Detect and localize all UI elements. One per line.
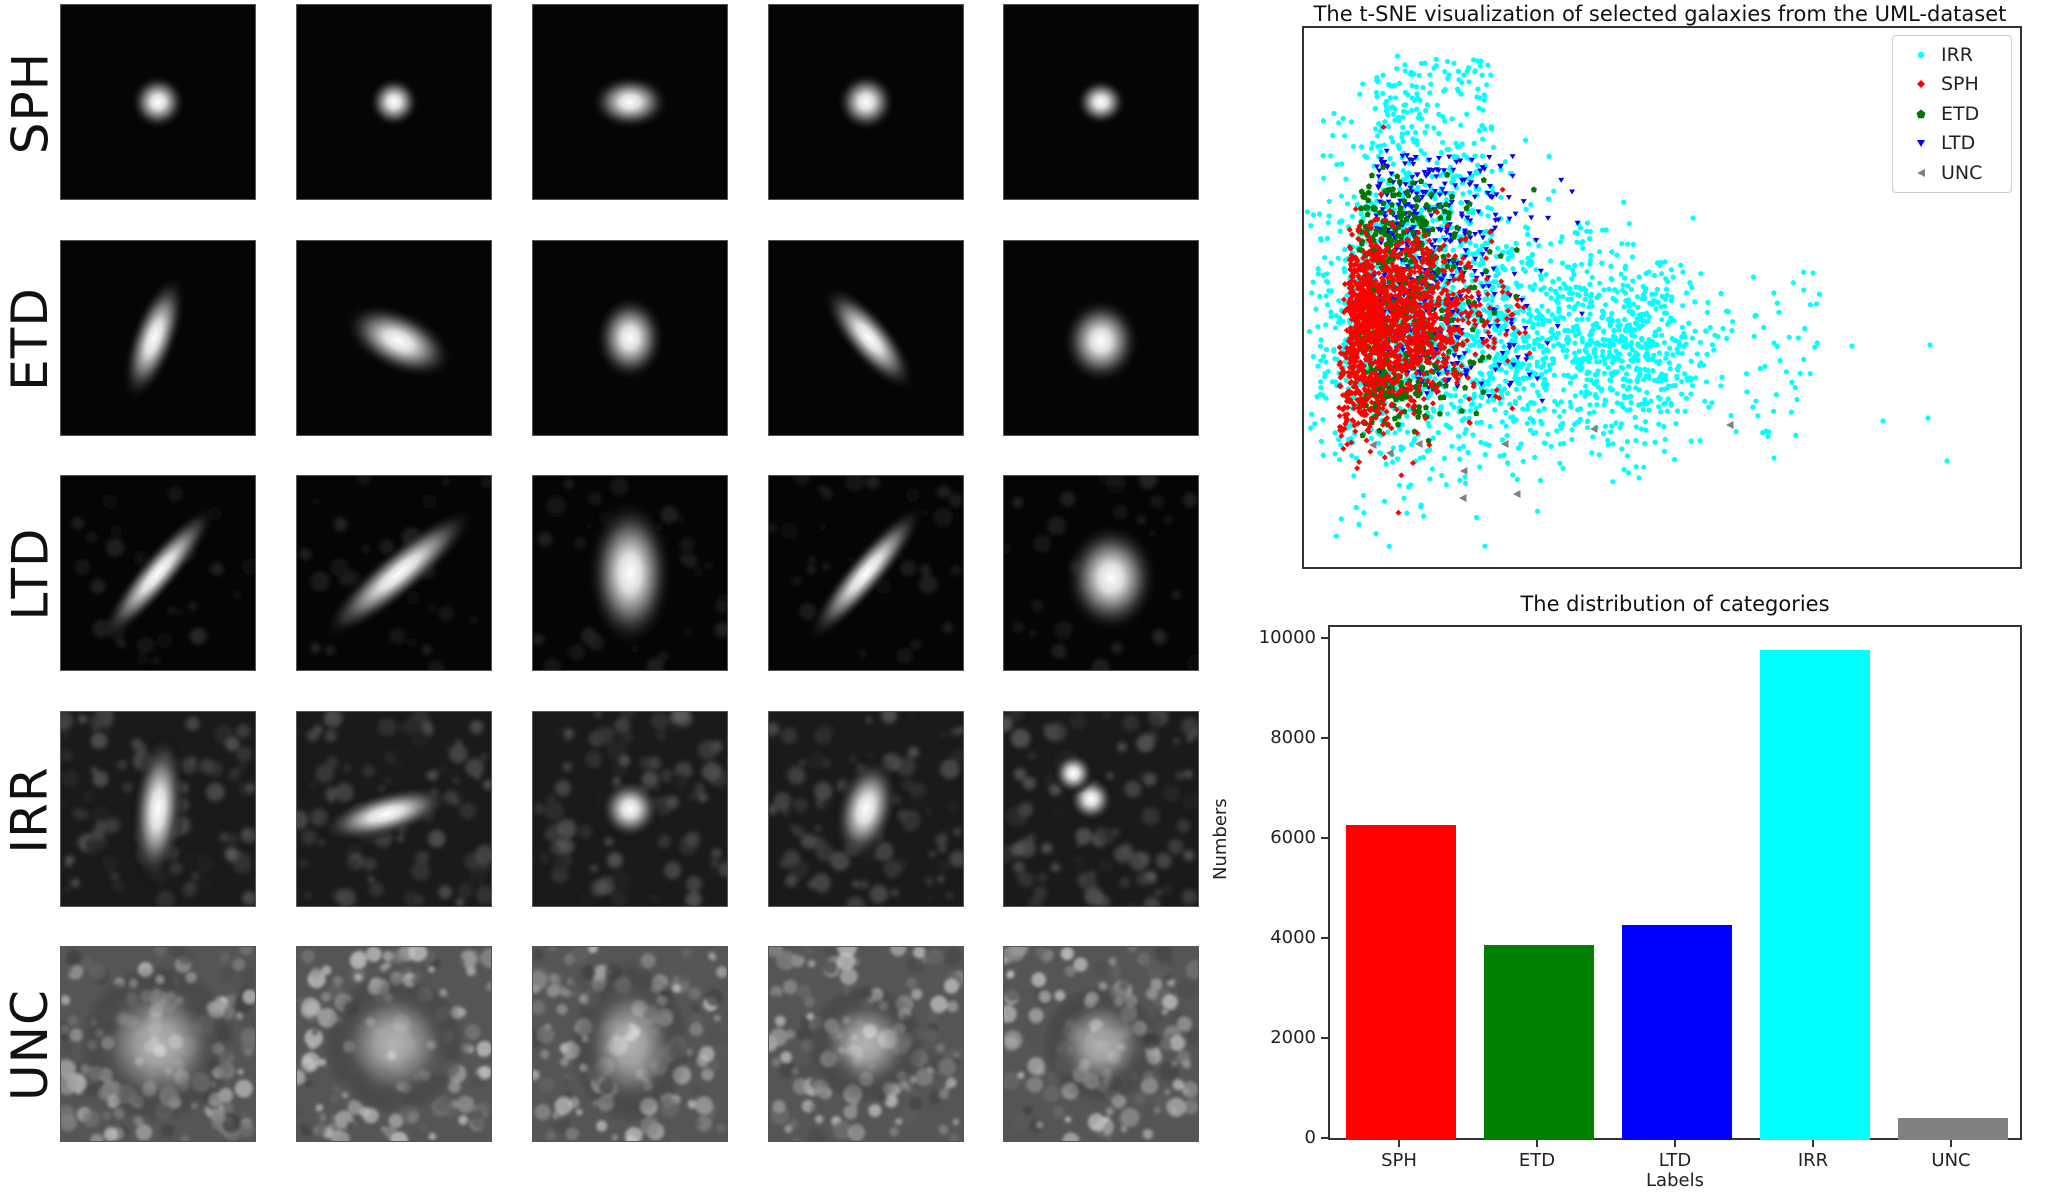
galaxy-image-etd-4 — [768, 240, 964, 436]
galaxy-image-ltd-2 — [296, 475, 492, 671]
x-tick-label: LTD — [1658, 1150, 1692, 1171]
y-tick-label: 2000 — [1270, 1027, 1316, 1049]
bar-etd — [1483, 945, 1595, 1140]
bar-unc — [1897, 1118, 2009, 1140]
y-tick-mark — [1321, 637, 1328, 640]
galaxy-image-unc-4 — [768, 946, 964, 1142]
galaxy-image-irr-4 — [768, 711, 964, 907]
y-tick-mark — [1321, 837, 1328, 840]
x-tick-label: IRR — [1797, 1150, 1829, 1171]
galaxy-image-unc-3 — [532, 946, 728, 1142]
galaxy-image-etd-2 — [296, 240, 492, 436]
galaxy-image-etd-3 — [532, 240, 728, 436]
y-tick-label: 0 — [1304, 1127, 1316, 1148]
galaxy-image-sph-1 — [60, 4, 256, 200]
legend-item-etd: ETD — [1901, 99, 2003, 129]
row-label-ltd: LTD — [1, 526, 60, 621]
y-tick-mark — [1321, 937, 1328, 940]
galaxy-image-sph-4 — [768, 4, 964, 200]
legend-item-unc: UNC — [1901, 158, 2003, 188]
galaxy-image-unc-2 — [296, 946, 492, 1142]
y-tick-label: 6000 — [1270, 827, 1316, 849]
triangle-left-marker-icon — [1901, 168, 1941, 178]
bar-plot-area — [1328, 625, 2022, 1140]
x-axis-label: Labels — [1646, 1170, 1704, 1191]
galaxy-image-sph-2 — [296, 4, 492, 200]
y-tick-mark — [1321, 737, 1328, 740]
y-tick-label: 4000 — [1270, 927, 1316, 949]
tsne-legend: IRR SPH ETD LTD UNC — [1892, 35, 2012, 193]
x-tick-mark — [1398, 1140, 1400, 1147]
galaxy-image-sph-3 — [532, 4, 728, 200]
x-tick-mark — [1812, 1140, 1814, 1147]
bar-sph — [1345, 825, 1457, 1140]
tsne-plot-area: IRR SPH ETD LTD UNC — [1302, 26, 2022, 569]
row-label-unc: UNC — [1, 988, 60, 1101]
x-tick-label: SPH — [1381, 1150, 1417, 1171]
bar-ltd — [1621, 925, 1733, 1140]
row-label-irr: IRR — [1, 765, 60, 854]
tsne-title: The t-SNE visualization of selected gala… — [1313, 2, 2007, 26]
y-tick-label: 10000 — [1258, 627, 1316, 649]
galaxy-image-irr-5 — [1003, 711, 1199, 907]
row-label-sph: SPH — [1, 51, 59, 154]
galaxy-image-irr-3 — [532, 711, 728, 907]
x-tick-label: UNC — [1931, 1150, 1971, 1171]
y-tick-mark — [1321, 1137, 1328, 1139]
galaxy-image-ltd-3 — [532, 475, 728, 671]
legend-item-ltd: LTD — [1901, 129, 2003, 159]
galaxy-image-etd-1 — [60, 240, 256, 436]
x-tick-mark — [1950, 1140, 1952, 1147]
x-tick-label: ETD — [1518, 1150, 1556, 1171]
legend-item-irr: IRR — [1901, 40, 2003, 70]
galaxy-image-ltd-4 — [768, 475, 964, 671]
tsne-scatter-points — [1304, 53, 1950, 550]
triangle-down-marker-icon — [1901, 138, 1941, 148]
galaxy-image-irr-1 — [60, 711, 256, 907]
galaxy-image-unc-1 — [60, 946, 256, 1142]
galaxy-image-ltd-5 — [1003, 475, 1199, 671]
row-label-etd: ETD — [1, 286, 60, 391]
galaxy-image-ltd-1 — [60, 475, 256, 671]
pentagon-marker-icon — [1901, 109, 1941, 119]
x-tick-mark — [1674, 1140, 1676, 1147]
diamond-marker-icon — [1901, 79, 1941, 89]
y-tick-label: 8000 — [1270, 727, 1316, 749]
bar-chart-title: The distribution of categories — [1520, 592, 1830, 616]
x-tick-mark — [1536, 1140, 1538, 1147]
legend-item-sph: SPH — [1901, 70, 2003, 100]
galaxy-image-sph-5 — [1003, 4, 1199, 200]
galaxy-image-unc-5 — [1003, 946, 1199, 1142]
circle-marker-icon — [1901, 50, 1941, 60]
galaxy-image-etd-5 — [1003, 240, 1199, 436]
galaxy-image-irr-2 — [296, 711, 492, 907]
y-axis-label: Numbers — [1210, 798, 1231, 880]
bar-irr — [1759, 650, 1871, 1140]
y-tick-mark — [1321, 1037, 1328, 1040]
